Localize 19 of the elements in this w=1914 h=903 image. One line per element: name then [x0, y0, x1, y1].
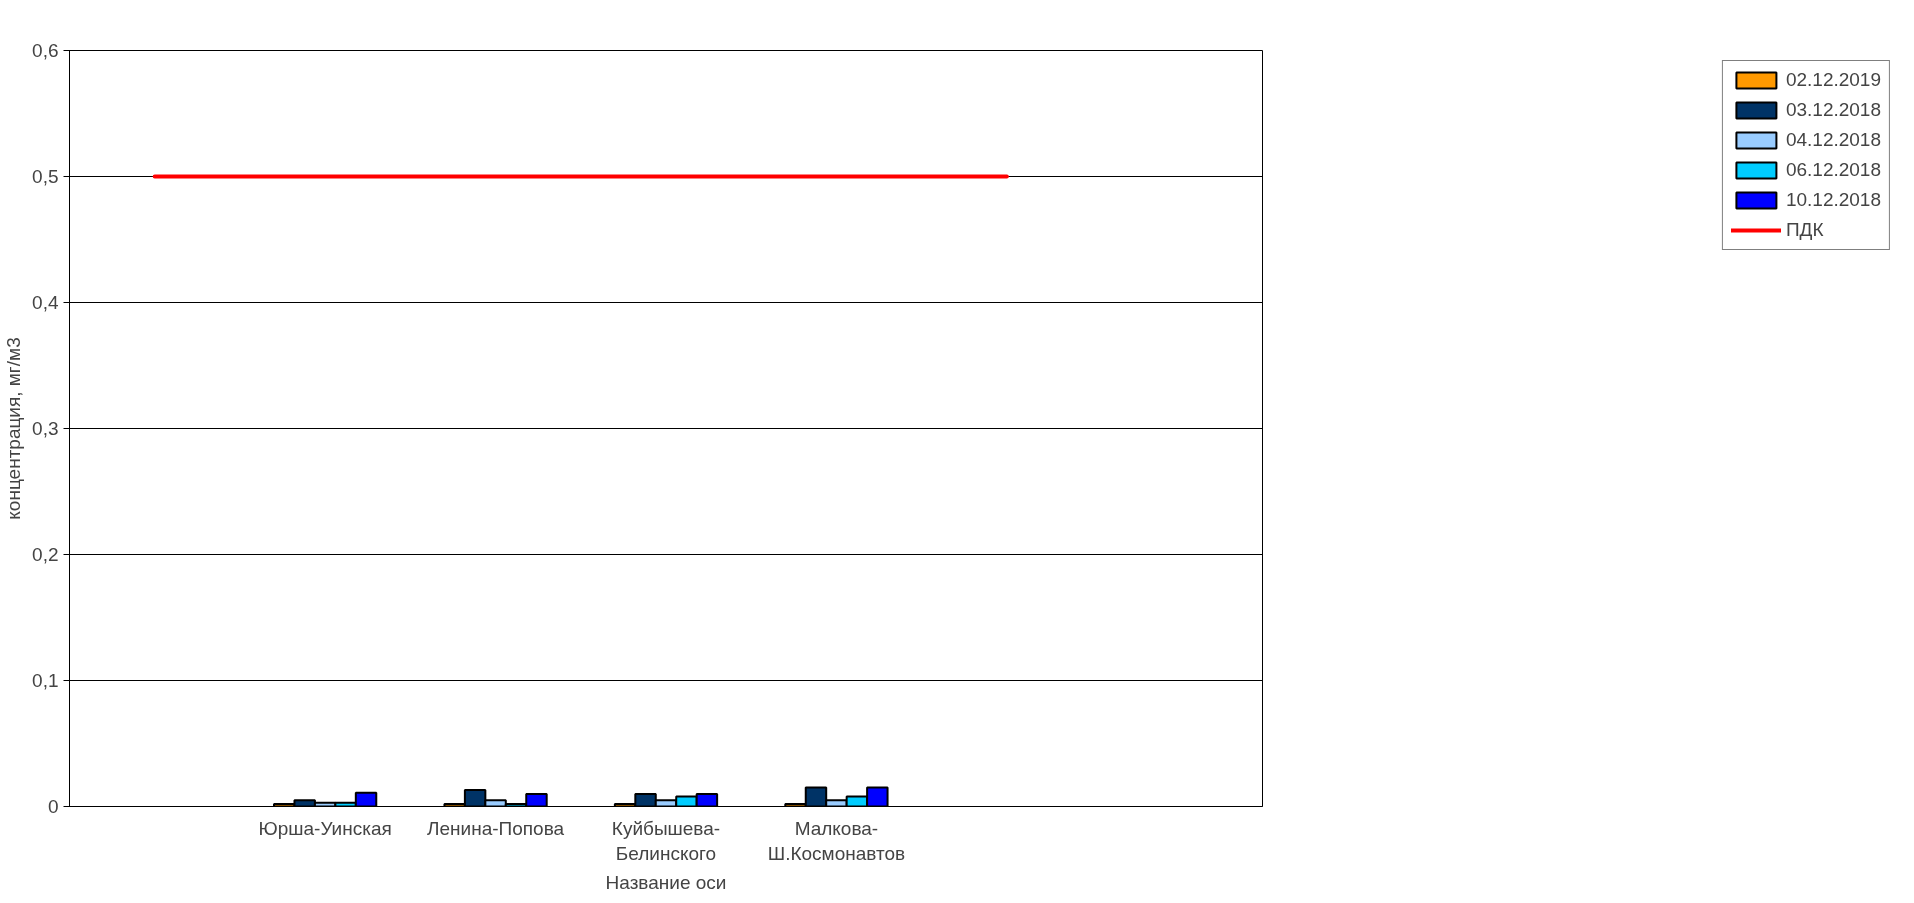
- legend-label: 02.12.2019: [1785, 69, 1881, 91]
- x-tick-label: Куйбышева-Белинского: [611, 817, 721, 864]
- x-tick-label: Малкова-Ш.Космонавтов: [767, 817, 906, 864]
- y-tick-label: 0,5: [32, 166, 59, 187]
- y-tick-label: 0: [47, 796, 59, 817]
- legend-label: 04.12.2018: [1785, 129, 1881, 151]
- x-axis-title: Название оси: [605, 871, 727, 893]
- legend-label: 10.12.2018: [1785, 189, 1881, 211]
- legend-label: 06.12.2018: [1785, 159, 1881, 181]
- y-tick-label: 0,2: [32, 544, 59, 565]
- y-tick-label: 0,1: [32, 670, 59, 691]
- legend-label: ПДК: [1785, 219, 1824, 241]
- y-tick-label: 0,3: [32, 418, 59, 439]
- x-tick-label: Юрша-Уинская: [258, 817, 392, 839]
- x-tick-label: Ленина-Попова: [427, 817, 565, 839]
- y-axis-title: концентрация, мг/м3: [3, 337, 25, 520]
- y-tick-label: 0,4: [32, 292, 59, 313]
- y-tick-label: 0,6: [32, 40, 59, 61]
- legend-label: 03.12.2018: [1785, 99, 1881, 121]
